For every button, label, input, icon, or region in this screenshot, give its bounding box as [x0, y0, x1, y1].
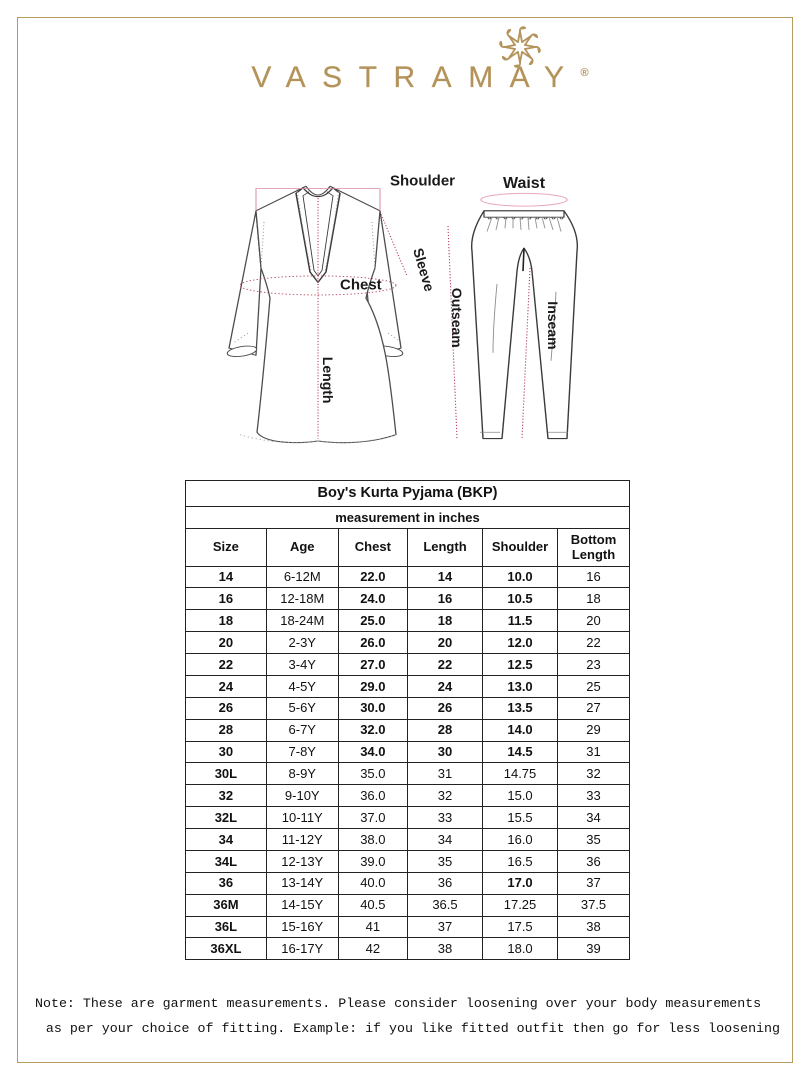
svg-text:Length: Length	[320, 357, 336, 404]
svg-text:Waist: Waist	[503, 175, 546, 192]
svg-text:Shoulder: Shoulder	[390, 173, 455, 190]
svg-text:Inseam: Inseam	[545, 301, 561, 349]
svg-text:Sleeve: Sleeve	[410, 246, 438, 293]
svg-text:Chest: Chest	[340, 276, 382, 293]
svg-text:Outseam: Outseam	[449, 288, 465, 348]
